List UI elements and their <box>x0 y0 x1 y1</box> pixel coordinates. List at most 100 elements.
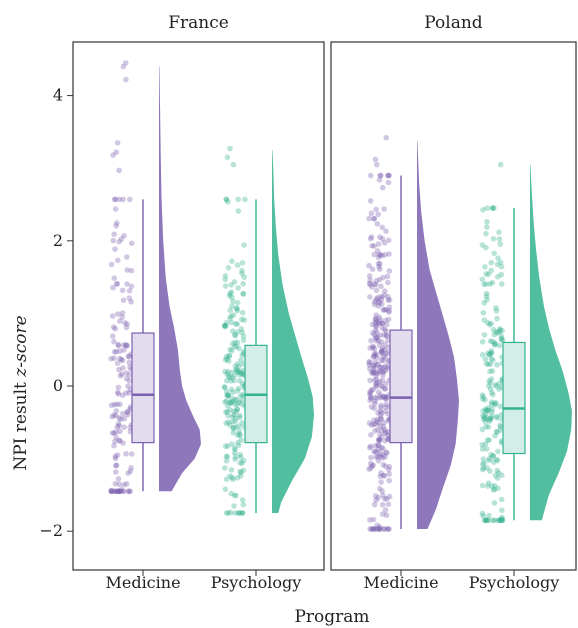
data-point <box>241 242 247 248</box>
data-point <box>237 460 244 466</box>
data-point <box>239 420 245 426</box>
data-point <box>494 475 501 481</box>
data-point <box>228 399 235 406</box>
data-point <box>382 341 389 348</box>
data-point <box>495 470 502 476</box>
data-point <box>381 288 388 294</box>
data-point <box>497 241 504 247</box>
facet-strip-label: France <box>168 13 229 33</box>
data-point <box>226 353 232 360</box>
data-point <box>114 488 121 495</box>
data-point <box>222 399 228 405</box>
data-point <box>484 224 490 230</box>
data-point <box>108 402 115 409</box>
data-point <box>380 184 386 191</box>
data-point <box>492 382 498 388</box>
data-point <box>234 367 240 373</box>
data-point <box>121 482 127 488</box>
data-point <box>123 390 129 396</box>
data-point <box>108 488 114 495</box>
data-point <box>485 483 491 490</box>
data-point <box>382 507 389 513</box>
data-point <box>492 341 499 348</box>
data-point <box>120 342 127 348</box>
data-point <box>376 368 383 375</box>
data-point <box>374 416 381 423</box>
data-point <box>497 327 504 334</box>
data-point <box>491 400 498 407</box>
data-point <box>110 324 117 330</box>
data-point <box>493 383 500 389</box>
data-point <box>382 430 389 437</box>
data-point <box>111 412 117 418</box>
data-point <box>224 377 230 384</box>
x-tick-label: Psychology <box>469 573 560 592</box>
data-point <box>236 363 242 370</box>
data-point <box>230 312 237 318</box>
data-point <box>493 428 500 435</box>
data-point <box>237 473 244 479</box>
data-point <box>370 362 377 369</box>
data-point <box>379 320 386 327</box>
data-point <box>372 301 378 308</box>
data-point <box>235 285 241 291</box>
data-point <box>229 294 235 301</box>
data-point <box>234 339 241 346</box>
data-point <box>372 316 379 323</box>
data-point <box>373 372 380 379</box>
data-point <box>116 366 122 373</box>
data-point <box>386 309 392 315</box>
facet-strip-label: Poland <box>424 13 483 33</box>
data-point <box>379 357 385 364</box>
data-point <box>128 451 135 457</box>
data-point <box>224 402 231 409</box>
data-point <box>377 485 383 492</box>
data-point <box>484 407 490 414</box>
data-point <box>498 263 505 270</box>
data-point <box>121 347 127 353</box>
series-medicine <box>108 60 201 495</box>
data-point <box>493 308 500 314</box>
data-point <box>372 352 379 359</box>
facet-panel-poland: Poland Medicine Psychology <box>330 13 577 592</box>
data-point <box>235 196 241 203</box>
data-point <box>120 297 127 304</box>
data-point <box>499 517 506 524</box>
data-point <box>123 375 130 382</box>
data-point <box>377 364 384 371</box>
data-point <box>386 307 392 314</box>
data-point <box>382 354 389 360</box>
x-tick-label: Medicine <box>105 573 180 592</box>
panel-border <box>72 41 325 571</box>
data-point <box>232 446 238 453</box>
data-point <box>373 335 379 342</box>
data-point <box>123 481 130 487</box>
data-point <box>109 333 116 340</box>
data-point <box>481 415 488 421</box>
data-point <box>480 513 487 519</box>
data-point <box>126 488 132 495</box>
data-point <box>485 271 492 278</box>
data-point <box>114 389 121 396</box>
data-point <box>494 315 500 322</box>
data-point <box>377 408 384 414</box>
data-point <box>483 517 489 524</box>
data-point <box>378 416 385 422</box>
data-point <box>480 207 486 213</box>
data-point <box>114 280 120 287</box>
data-point <box>367 526 373 532</box>
data-point <box>111 430 117 437</box>
data-point <box>375 254 382 261</box>
data-point <box>482 264 488 270</box>
data-point <box>124 409 130 415</box>
data-point <box>375 241 382 247</box>
data-point <box>379 236 386 242</box>
data-point <box>227 407 233 413</box>
data-point <box>228 282 234 288</box>
data-point <box>225 510 231 516</box>
data-point <box>375 442 382 449</box>
data-point <box>224 392 230 399</box>
data-point <box>235 510 242 516</box>
data-point <box>375 458 382 464</box>
data-point <box>225 358 232 364</box>
